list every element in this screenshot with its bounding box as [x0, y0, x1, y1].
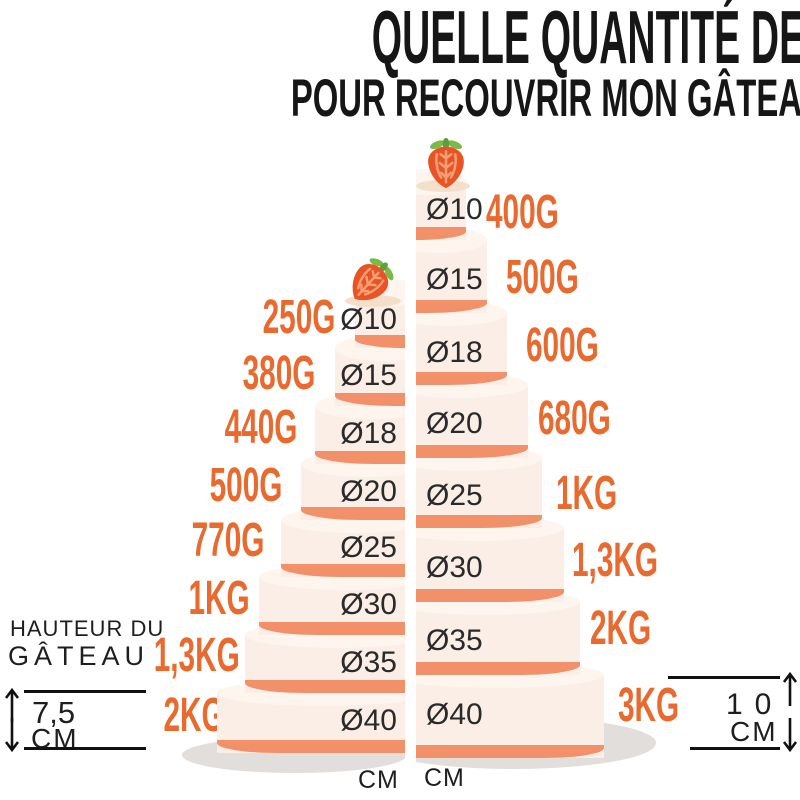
strawberry-icon — [428, 137, 464, 189]
tier-diameter-label: Ø10 — [426, 193, 483, 226]
tier-weight-label: 1,3KG — [153, 629, 240, 682]
tier-band — [416, 515, 542, 528]
tier-band — [416, 589, 564, 602]
tier-band — [301, 507, 405, 520]
cake-tier — [217, 680, 405, 753]
tier-weight-label: 400G — [486, 186, 559, 239]
tier-band — [416, 745, 604, 758]
tier-band — [416, 227, 466, 240]
cake-height-unit: CM — [730, 716, 778, 747]
tier-diameter-label: Ø30 — [340, 588, 397, 621]
tier-weight-label: 250G — [262, 291, 335, 344]
tier-diameter-label: Ø10 — [340, 303, 397, 336]
tier-diameter-label: Ø20 — [340, 475, 397, 508]
page-title: QUELLE QUANTITÉ DE PÂTE À SUCRE — [371, 0, 800, 79]
cake-tier — [259, 564, 405, 635]
tier-band — [416, 300, 487, 313]
cake-left-7-5cm: Ø10 Ø15 Ø18 Ø20 Ø25 Ø30 Ø35 Ø40 — [170, 255, 405, 780]
tier-band — [416, 445, 528, 458]
page-subtitle: POUR RECOUVRIR MON GÂTEAU ? — [290, 69, 800, 128]
tier-band — [245, 680, 405, 693]
tier-band — [259, 622, 405, 635]
tier-diameter-label: Ø30 — [426, 551, 483, 584]
tier-diameter-label: Ø15 — [340, 359, 397, 392]
diameter-unit-label-right: CM — [424, 764, 465, 792]
tier-weight-label: 680G — [538, 392, 611, 445]
cake-tier — [416, 372, 528, 458]
tier-weight-label: 500G — [506, 251, 579, 304]
tier-weight-label: 2KG — [163, 689, 225, 742]
tier-weight-label: 380G — [242, 347, 315, 400]
measure-line-top — [24, 690, 146, 693]
tier-diameter-label: Ø35 — [340, 646, 397, 679]
tier-band — [335, 393, 405, 406]
cake-height-value: 10 — [726, 688, 784, 721]
diameter-unit-label-left: CM — [358, 766, 399, 794]
cake-height-heading-line1: HAUTEUR DU — [10, 616, 165, 641]
tier-diameter-label: Ø15 — [426, 263, 483, 296]
tier-diameter-label: Ø35 — [426, 624, 483, 657]
tier-weight-label: 3KG — [618, 679, 680, 732]
tier-diameter-label: Ø25 — [426, 479, 483, 512]
tier-diameter-label: Ø25 — [340, 531, 397, 564]
tier-band — [281, 564, 405, 577]
tier-weight-label: 1KG — [556, 467, 618, 520]
tier-band — [355, 335, 405, 348]
tier-diameter-label: Ø18 — [426, 336, 483, 369]
tier-band — [416, 372, 507, 385]
up-arrow-icon — [4, 687, 20, 722]
cake-tier — [416, 515, 564, 602]
cake-tier — [335, 335, 405, 406]
tier-weight-label: 770G — [191, 514, 264, 567]
tier-weight-label: 2KG — [590, 602, 652, 655]
tier-weight-label: 1KG — [188, 572, 250, 625]
measure-line-top — [668, 676, 780, 679]
tier-weight-label: 600G — [526, 319, 599, 372]
down-arrow-icon — [4, 718, 20, 753]
cake-tier — [315, 393, 405, 464]
tier-weight-label: 440G — [224, 401, 297, 454]
cake-right-10cm: Ø10 Ø15 Ø18 Ø20 Ø25 Ø30 Ø35 Ø40 — [416, 130, 656, 780]
up-arrow-icon — [782, 671, 798, 706]
tier-diameter-label: Ø40 — [340, 704, 397, 737]
cake-height-value: 7,5 — [32, 695, 76, 730]
tier-diameter-label: Ø18 — [340, 417, 397, 450]
cake-height-heading-line2: GÂTEAU — [8, 641, 150, 671]
tier-band — [416, 662, 580, 675]
tier-weight-label: 500G — [209, 459, 282, 512]
tier-diameter-label: Ø40 — [426, 698, 483, 731]
measure-line-bottom — [690, 747, 780, 750]
tier-band — [315, 451, 405, 464]
tier-band — [217, 740, 405, 753]
tier-weight-label: 1,3KG — [572, 534, 659, 587]
measure-line-bottom — [24, 747, 146, 750]
strawberry-icon — [352, 258, 394, 301]
down-arrow-icon — [782, 718, 798, 753]
tier-diameter-label: Ø20 — [426, 407, 483, 440]
